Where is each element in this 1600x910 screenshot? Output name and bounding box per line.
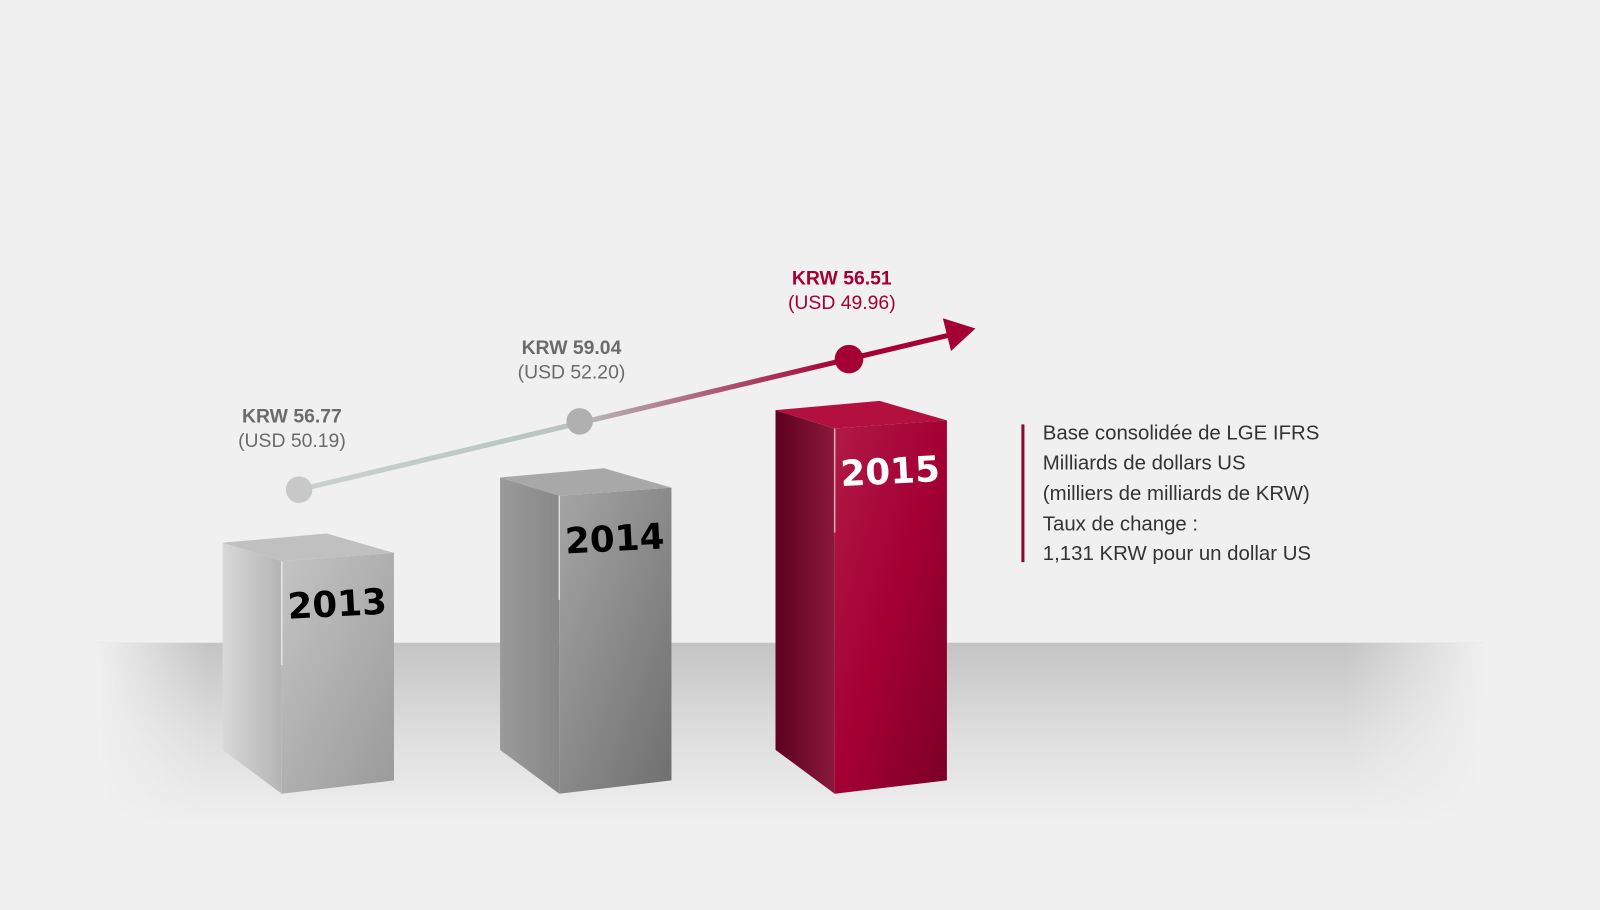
krw-value-label: KRW 56.77 bbox=[242, 405, 342, 427]
usd-value-label: (USD 50.19) bbox=[238, 430, 346, 452]
krw-value-label: KRW 56.51 bbox=[792, 268, 892, 290]
bar-front-face bbox=[834, 420, 947, 794]
bar-top-face bbox=[775, 400, 947, 429]
krw-value-label: KRW 59.04 bbox=[522, 337, 622, 359]
note-line: Milliards de dollars US bbox=[1043, 452, 1246, 474]
trend-arrow-head bbox=[942, 318, 976, 351]
note-line: 1,131 KRW pour un dollar US bbox=[1043, 543, 1311, 565]
bar-front-face bbox=[559, 487, 672, 794]
bar-side-face bbox=[222, 542, 282, 794]
note-line: Taux de change : bbox=[1043, 513, 1198, 535]
bar-side-face bbox=[775, 410, 835, 794]
note-line: (milliers de milliards de KRW) bbox=[1043, 483, 1310, 505]
usd-value-label: (USD 52.20) bbox=[518, 361, 626, 383]
bar-year-label: 2014 bbox=[564, 516, 665, 562]
bar-2013: 2013 bbox=[222, 533, 394, 794]
bar-year-label: 2013 bbox=[287, 582, 388, 628]
bar-year-label: 2015 bbox=[840, 449, 941, 495]
usd-value-label: (USD 49.96) bbox=[788, 292, 896, 314]
bar-top-face bbox=[500, 468, 672, 496]
data-point-2015 bbox=[834, 344, 864, 374]
bar-2014: 2014 bbox=[500, 468, 672, 794]
note-line: Base consolidée de LGE IFRS bbox=[1043, 423, 1320, 445]
bar-2015: 2015 bbox=[775, 400, 947, 794]
notes: Base consolidée de LGE IFRS Milliards de… bbox=[1043, 423, 1320, 565]
data-point-2014 bbox=[566, 408, 593, 435]
bar-side-face bbox=[500, 477, 560, 794]
data-point-2013 bbox=[285, 476, 313, 503]
bar-front-face bbox=[281, 552, 394, 794]
notes-accent-bar bbox=[1021, 424, 1025, 563]
bar-top-face bbox=[222, 533, 394, 562]
